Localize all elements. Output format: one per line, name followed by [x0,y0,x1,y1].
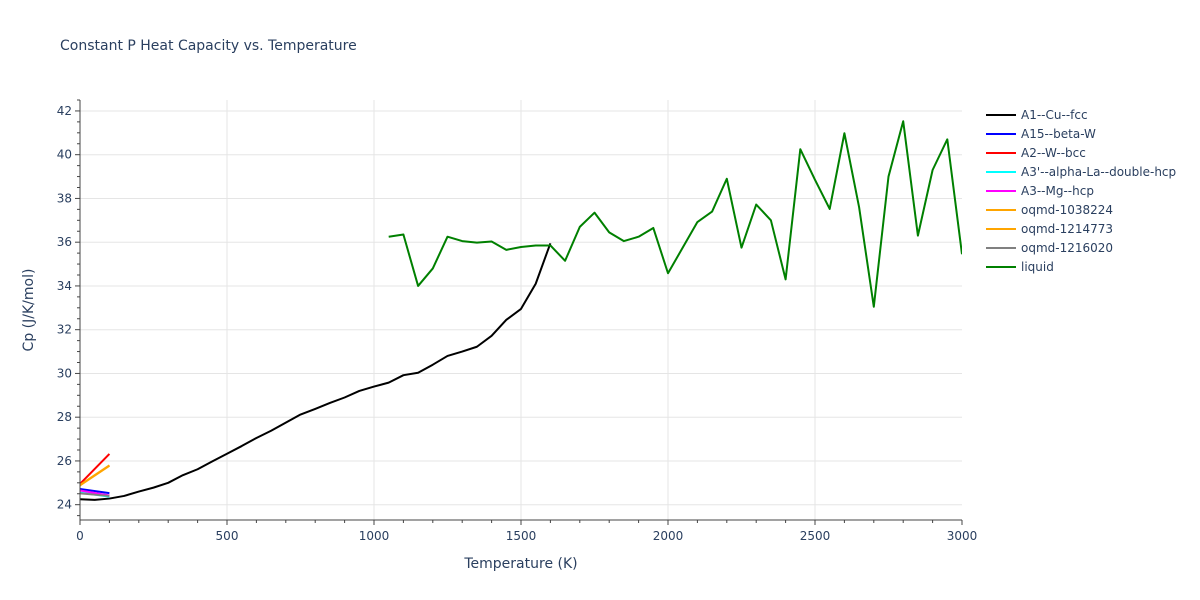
legend-item[interactable]: oqmd-1214773 [986,222,1113,236]
legend-item[interactable]: A3'--alpha-La--double-hcp [986,165,1176,179]
x-tick-label: 3000 [947,529,978,543]
y-tick-label: 26 [57,454,72,468]
legend-label: liquid [1021,260,1054,274]
series-line-a2-w-bcc [80,453,111,485]
legend-item[interactable]: liquid [986,260,1054,274]
y-tick-label: 38 [57,191,72,205]
y-tick-label: 40 [57,148,72,162]
y-tick-label: 28 [57,410,72,424]
legend-item[interactable]: A2--W--bcc [986,146,1086,160]
legend-label: A3--Mg--hcp [1021,184,1094,198]
legend-label: A3'--alpha-La--double-hcp [1021,165,1176,179]
legend-label: A1--Cu--fcc [1021,108,1088,122]
grid [80,100,962,520]
legend[interactable]: A1--Cu--fcc A15--beta-W A2--W--bcc A3'--alp… [986,108,1176,274]
legend-item[interactable]: A3--Mg--hcp [986,184,1094,198]
x-tick-label: 0 [76,529,84,543]
legend-item[interactable]: A1--Cu--fcc [986,108,1088,122]
x-tick-label: 1000 [359,529,390,543]
legend-label: oqmd-1216020 [1021,241,1113,255]
legend-label: oqmd-1214773 [1021,222,1113,236]
series-line-liquid [388,120,962,308]
y-tick-label: 32 [57,323,72,337]
legend-item[interactable]: A15--beta-W [986,127,1096,141]
series-line-a15-beta-w [80,487,110,495]
legend-item[interactable]: oqmd-1038224 [986,203,1113,217]
y-axis-title: Cp (J/K/mol) [21,269,37,352]
y-tick-label: 34 [57,279,72,293]
y-tick-label: 42 [57,104,72,118]
x-tick-label: 500 [216,529,239,543]
x-tick-label: 1500 [506,529,537,543]
x-axis-title: Temperature (K) [463,556,577,572]
y-tick-label: 30 [57,366,72,380]
chart-title: Constant P Heat Capacity vs. Temperature [60,38,357,54]
y-tick-label: 36 [57,235,72,249]
series-line-oqmd-1214773 [80,464,110,487]
axes: 0 500 1000 1500 2000 2500 3000 24 26 28 30 32 34 36 38… [57,99,978,543]
x-tick-label: 2000 [653,529,684,543]
legend-label: A2--W--bcc [1021,146,1086,160]
series-line-oqmd-1216020 [80,492,110,497]
legend-label: A15--beta-W [1021,127,1096,141]
legend-label: oqmd-1038224 [1021,203,1113,217]
series-line-a1-cu-fcc [80,242,552,501]
legend-item[interactable]: oqmd-1216020 [986,241,1113,255]
y-tick-label: 24 [57,498,72,512]
x-tick-label: 2500 [800,529,831,543]
plot-area [80,120,962,501]
